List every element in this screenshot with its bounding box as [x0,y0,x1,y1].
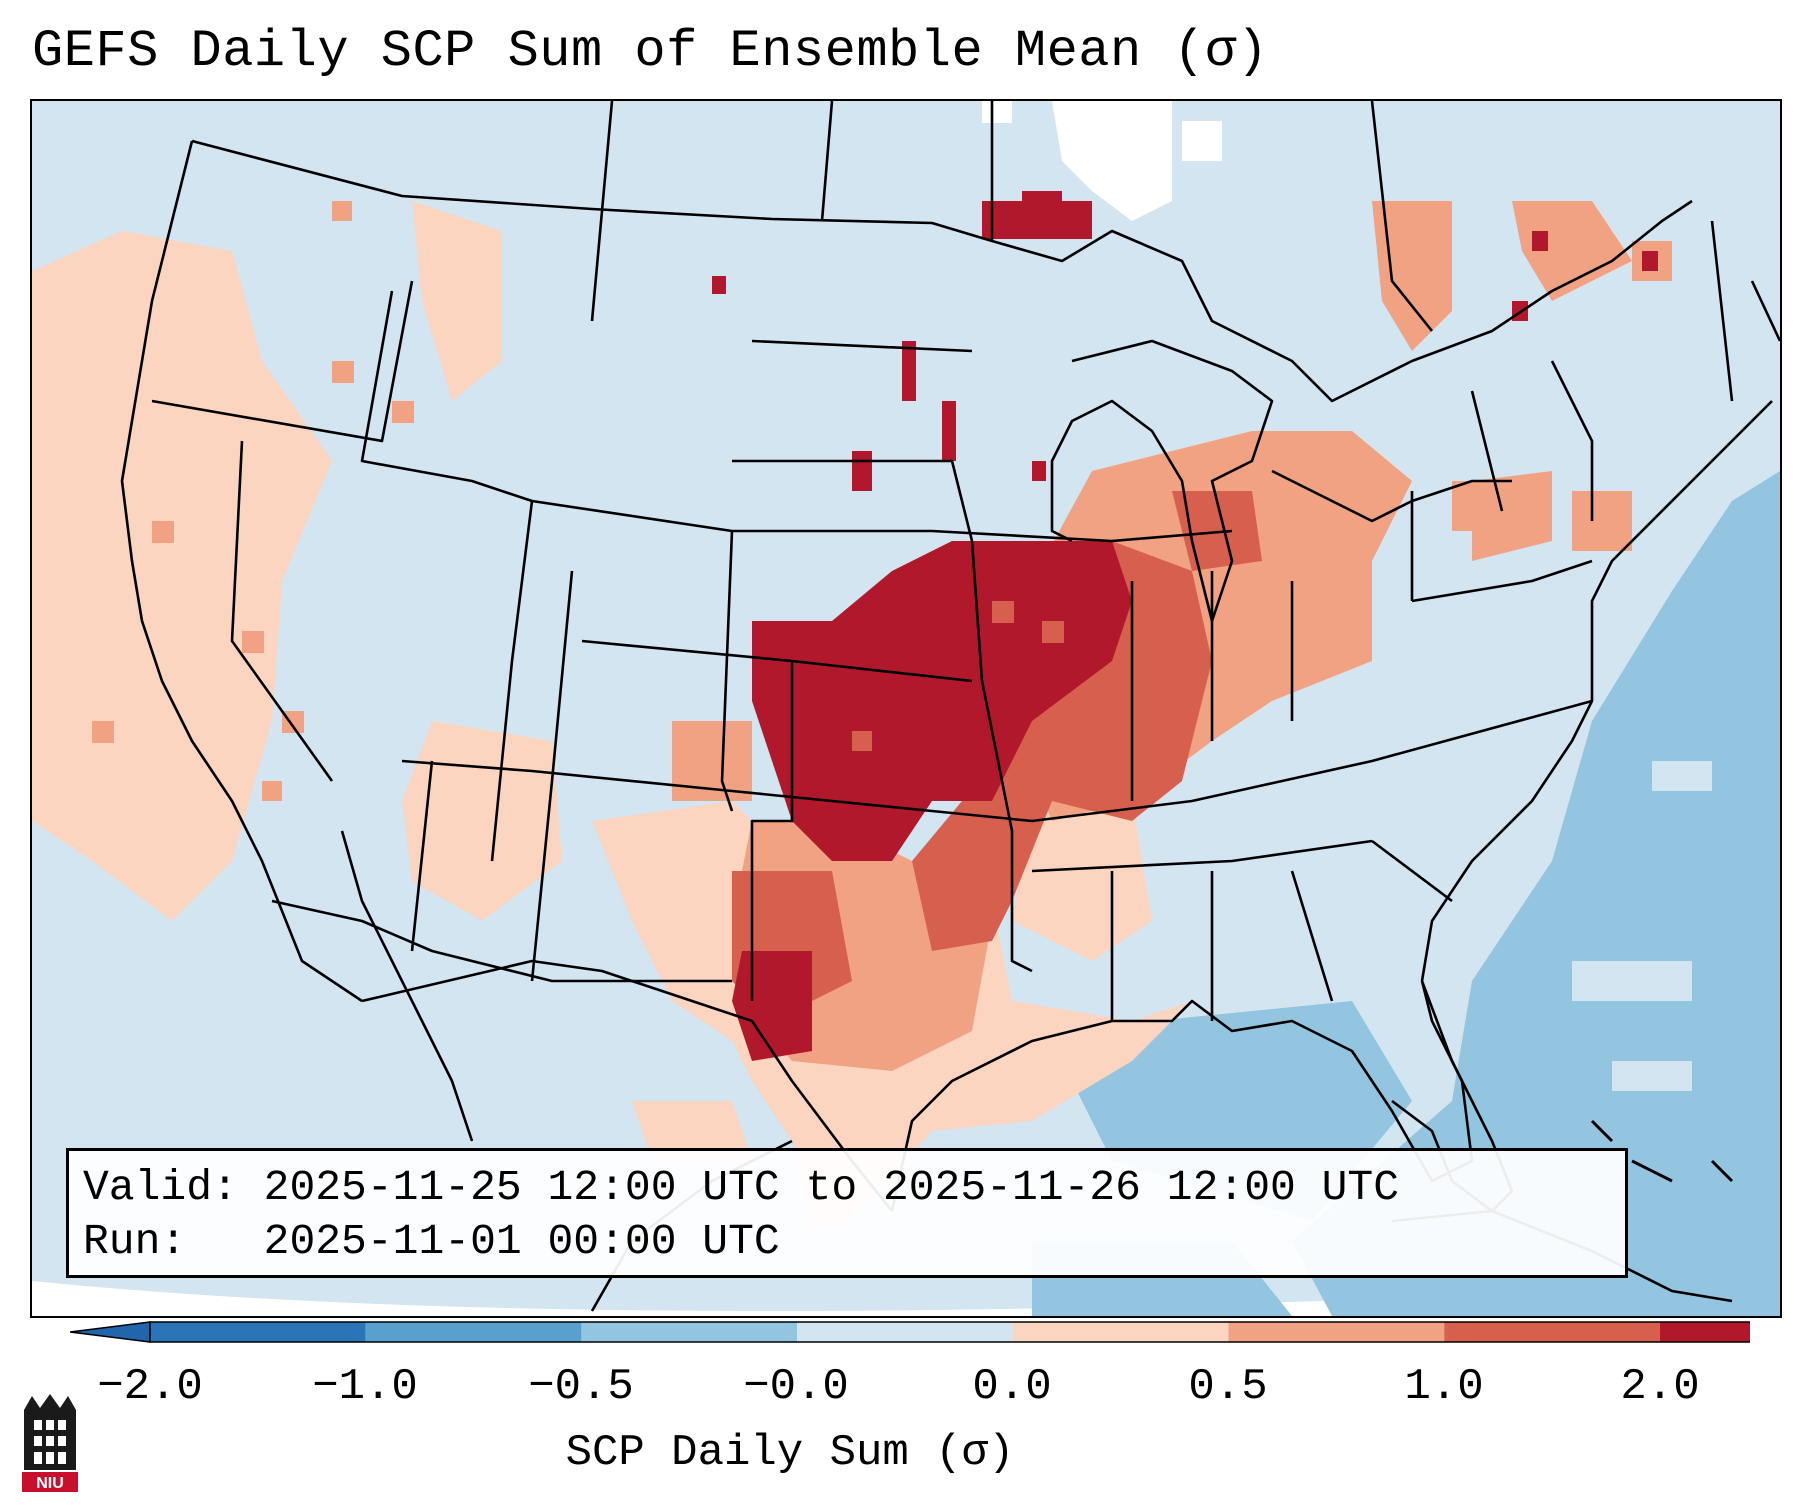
run-value: 2025-11-01 00:00 UTC [263,1217,780,1266]
anomaly-northeast-canada [1372,201,1672,551]
map-panel [30,99,1782,1318]
great-lakes [1050,339,1512,623]
anomaly-west-coast-dark-speckle [92,201,414,801]
bahamas-outline [1590,1119,1734,1183]
canada-us-border [191,139,1693,403]
colorbar-outline [149,1321,1750,1343]
colorbar-segment [581,1322,798,1342]
niu-logo: NIU [22,1394,78,1492]
colorbar-tick: −0.5 [528,1362,634,1412]
anomaly-atlantic-light-gaps [1572,761,1712,1091]
run-label: Run: [83,1217,238,1266]
anomaly-plains-core-gaps [852,601,1064,751]
anomaly-canada-dark [982,191,1092,239]
validity-info-box: Valid: 2025-11-25 12:00 UTC to 2025-11-2… [66,1148,1628,1278]
colorbar-tick: −1.0 [312,1362,418,1412]
political-boundaries [120,101,1780,1312]
map-canvas [32,101,1780,1316]
colorbar-segment [797,1322,1013,1342]
anomaly-west-coast [32,201,562,921]
east-coast [1420,400,1773,982]
colorbar-tick: −2.0 [97,1362,203,1412]
colorbar-tick: 2.0 [1620,1362,1700,1412]
colorbar-segment [1659,1322,1750,1342]
colorbar-segment [1012,1322,1229,1342]
map-title: GEFS Daily SCP Sum of Ensemble Mean (σ) [32,22,1269,81]
colorbar-segment [1444,1322,1660,1342]
colorbar-segment [1228,1322,1445,1342]
valid-value: 2025-11-25 12:00 UTC to 2025-11-26 12:00… [263,1163,1400,1212]
colorbar-label: SCP Daily Sum (σ) [565,1428,1015,1478]
colorbar-segment [150,1322,366,1342]
colorbar [70,1321,1750,1343]
mexico-border [361,959,894,1212]
colorbar-tick: 0.0 [972,1362,1052,1412]
gulf-coast [890,980,1474,1212]
colorbar-tick: −0.0 [743,1362,849,1412]
logo-text: NIU [36,1475,64,1492]
colorbar-tick: 0.5 [1188,1362,1268,1412]
valid-label: Valid: [83,1163,238,1212]
west-coast [120,140,363,1003]
colorbar-tick: 1.0 [1404,1362,1484,1412]
colorbar-under-arrow [70,1321,151,1343]
colorbar-segment [365,1322,582,1342]
